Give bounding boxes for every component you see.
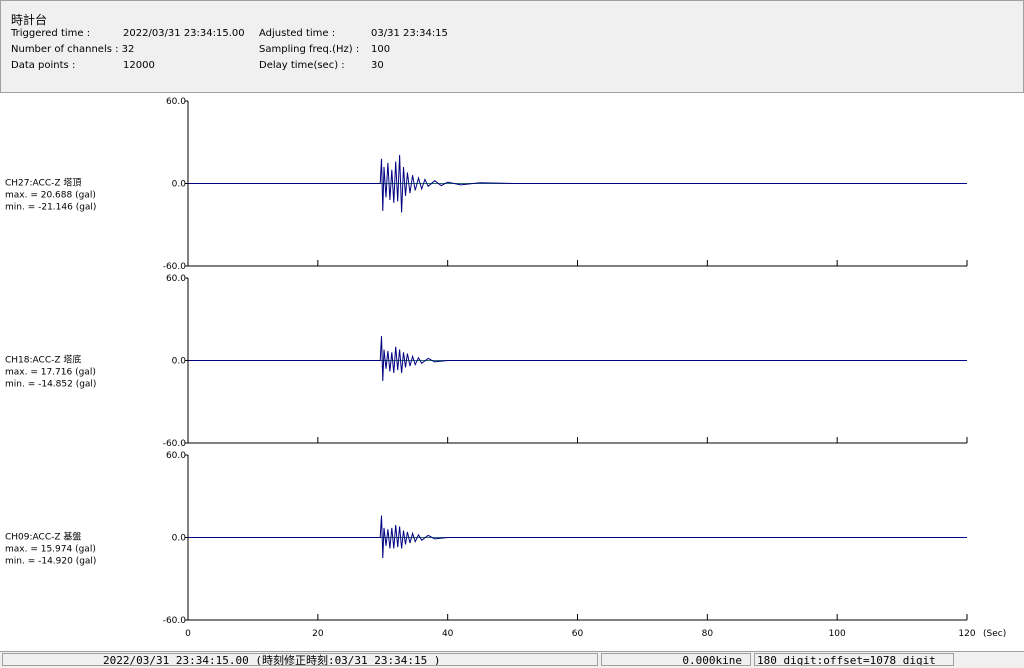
y-tick-label: -60.0	[163, 616, 187, 626]
info-field: Adjusted time :	[259, 28, 336, 39]
y-tick-label: 60.0	[166, 274, 186, 284]
info-field: 03/31 23:34:15	[371, 28, 448, 39]
channel-max: max. = 15.974 (gal)	[5, 545, 96, 555]
channel-name: CH27:ACC-Z 塔頂	[5, 177, 81, 189]
station-title: 時計台	[11, 13, 48, 27]
x-tick-label: 20	[312, 629, 324, 639]
waveform	[188, 336, 967, 382]
channel-min: min. = -21.146 (gal)	[5, 203, 96, 213]
waveform	[188, 154, 967, 213]
y-tick-label: -60.0	[163, 262, 187, 272]
status-bar: 2022/03/31 23:34:15.00 (時刻修正時刻:03/31 23:…	[0, 651, 1024, 668]
channel-min: min. = -14.852 (gal)	[5, 380, 96, 390]
x-tick-label: 120	[958, 629, 975, 639]
y-tick-label: 60.0	[166, 451, 186, 461]
info-field: 30	[371, 60, 384, 71]
info-field: 12000	[123, 60, 155, 71]
info-field: Data points :	[11, 60, 76, 71]
x-unit: (Sec)	[983, 629, 1006, 639]
info-field: Number of channels : 32	[11, 44, 135, 55]
waveform-plot: 60.0 0.0 -60.0 CH27:ACC-Z 塔頂 max. = 20.688 (…	[5, 97, 1006, 639]
x-tick-label: 80	[702, 629, 714, 639]
y-tick-label: 60.0	[166, 97, 186, 107]
y-tick-label: 0.0	[172, 534, 187, 544]
waveform	[188, 515, 967, 559]
channel-name: CH18:ACC-Z 塔底	[5, 354, 81, 366]
status-digit: 180 digit:offset=1078 digit	[754, 653, 954, 666]
channel-max: max. = 20.688 (gal)	[5, 191, 96, 201]
y-tick-label: 0.0	[172, 180, 187, 190]
info-field: 100	[371, 44, 391, 55]
info-field: Sampling freq.(Hz) :	[259, 44, 360, 55]
info-header: 時計台 Triggered time : 2022/03/31 23:34:15.…	[0, 0, 1024, 93]
channel-min: min. = -14.920 (gal)	[5, 557, 96, 567]
x-tick-label: 0	[185, 629, 191, 639]
status-velocity: 0.000kine	[601, 653, 751, 666]
info-field: Delay time(sec) :	[259, 60, 345, 71]
x-tick-label: 100	[829, 629, 846, 639]
status-time: 2022/03/31 23:34:15.00 (時刻修正時刻:03/31 23:…	[2, 653, 598, 666]
y-tick-label: 0.0	[172, 357, 187, 367]
info-field: Triggered time :	[11, 28, 91, 39]
x-tick-label: 40	[442, 629, 454, 639]
info-field: 2022/03/31 23:34:15.00	[123, 28, 245, 39]
y-tick-label: -60.0	[163, 439, 187, 449]
x-tick-label: 60	[572, 629, 584, 639]
channel-name: CH09:ACC-Z 基盤	[5, 531, 81, 543]
channel-max: max. = 17.716 (gal)	[5, 368, 96, 378]
